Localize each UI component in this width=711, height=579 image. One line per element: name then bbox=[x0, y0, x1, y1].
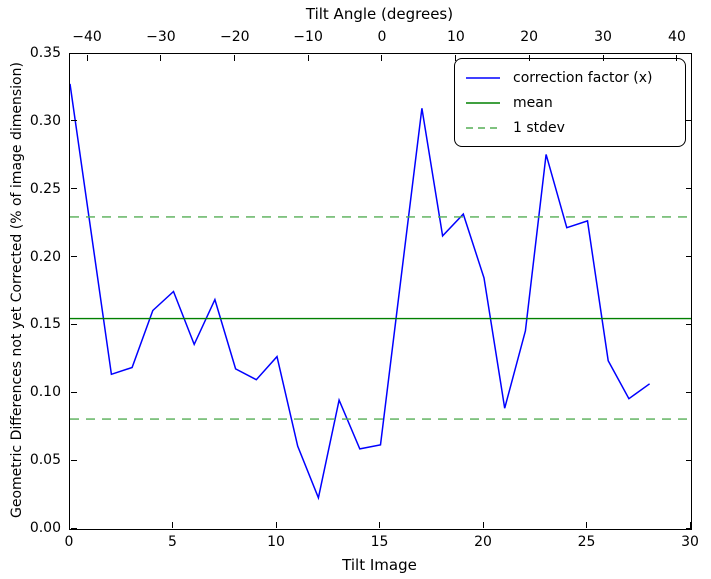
legend-item-mean: mean bbox=[463, 90, 677, 115]
top-tick bbox=[528, 54, 530, 61]
y-tick-right bbox=[685, 188, 692, 190]
x-tick-label: 15 bbox=[370, 534, 389, 550]
top-tick-label: −30 bbox=[146, 29, 176, 45]
legend-item-1-stdev: 1 stdev bbox=[463, 115, 677, 140]
top-tick-label: 40 bbox=[668, 29, 686, 45]
y-tick-right bbox=[685, 391, 692, 393]
x-tick bbox=[172, 522, 173, 528]
top-tick bbox=[455, 54, 457, 61]
y-tick-right bbox=[685, 459, 692, 461]
y-tick-left bbox=[70, 188, 77, 190]
top-tick-label: −40 bbox=[72, 29, 102, 45]
y-tick-left bbox=[70, 527, 77, 529]
x-tick bbox=[68, 522, 70, 528]
y-tick-left bbox=[70, 459, 77, 461]
legend-label: mean bbox=[513, 94, 553, 111]
y-tick-label: 0.25 bbox=[29, 180, 61, 197]
legend: correction factor (x) mean 1 stdev bbox=[454, 58, 686, 147]
top-tick bbox=[160, 54, 162, 61]
y-tick-left bbox=[70, 52, 77, 54]
top-tick bbox=[602, 54, 604, 61]
y-axis-title: Geometric Differences not yet Corrected … bbox=[9, 62, 25, 518]
y-tick-label: 0.35 bbox=[29, 45, 61, 61]
y-tick-left bbox=[70, 323, 77, 325]
plot-area: correction factor (x) mean 1 stdev bbox=[69, 53, 692, 530]
top-tick-label: −20 bbox=[220, 29, 250, 45]
top-tick-label: −10 bbox=[293, 29, 323, 45]
y-tick-right bbox=[685, 52, 692, 54]
y-tick-label: 0.10 bbox=[29, 384, 61, 401]
top-tick bbox=[307, 54, 309, 61]
x-tick bbox=[689, 522, 691, 528]
top-tick-label: 30 bbox=[594, 29, 612, 45]
y-tick-label: 0.00 bbox=[29, 520, 61, 536]
x-tick-label: 10 bbox=[267, 534, 285, 550]
y-tick-label: 0.20 bbox=[29, 248, 61, 265]
legend-item-correction-factor: correction factor (x) bbox=[463, 65, 677, 90]
x-tick-label: 25 bbox=[577, 534, 596, 550]
y-tick-label: 0.15 bbox=[29, 316, 61, 333]
legend-label: 1 stdev bbox=[513, 119, 565, 136]
data-lines bbox=[70, 83, 691, 501]
x-axis-title: Tilt Image bbox=[342, 556, 417, 574]
y-tick-right bbox=[685, 323, 692, 325]
x-tick-label: 0 bbox=[64, 534, 74, 550]
top-tick-label: 0 bbox=[377, 29, 387, 45]
y-tick-right bbox=[685, 120, 692, 122]
y-tick-left bbox=[70, 120, 77, 122]
y-tick-label: 0.05 bbox=[29, 452, 61, 469]
top-tick bbox=[676, 54, 678, 61]
y-tick-right bbox=[685, 527, 692, 529]
x-tick bbox=[379, 522, 380, 528]
x-tick-label: 20 bbox=[474, 534, 492, 550]
x-tick-label: 5 bbox=[168, 534, 177, 550]
x-tick bbox=[275, 522, 277, 528]
y-tick-left bbox=[70, 256, 77, 258]
legend-line-sample-icon bbox=[466, 76, 500, 79]
top-tick bbox=[86, 54, 88, 61]
top-axis-title: Tilt Angle (degrees) bbox=[305, 5, 454, 23]
x-tick bbox=[586, 522, 587, 528]
top-tick bbox=[381, 54, 383, 61]
legend-line-sample-icon bbox=[466, 101, 500, 104]
legend-label: correction factor (x) bbox=[513, 69, 653, 86]
y-tick-left bbox=[70, 391, 77, 393]
y-tick-label: 0.30 bbox=[29, 112, 61, 129]
x-tick-label: 30 bbox=[681, 534, 699, 550]
x-tick bbox=[482, 522, 484, 528]
top-tick-label: 20 bbox=[520, 29, 539, 45]
y-tick-right bbox=[685, 256, 692, 258]
top-tick bbox=[234, 54, 236, 61]
top-tick-label: 10 bbox=[446, 29, 465, 45]
legend-line-sample-icon bbox=[466, 126, 500, 129]
